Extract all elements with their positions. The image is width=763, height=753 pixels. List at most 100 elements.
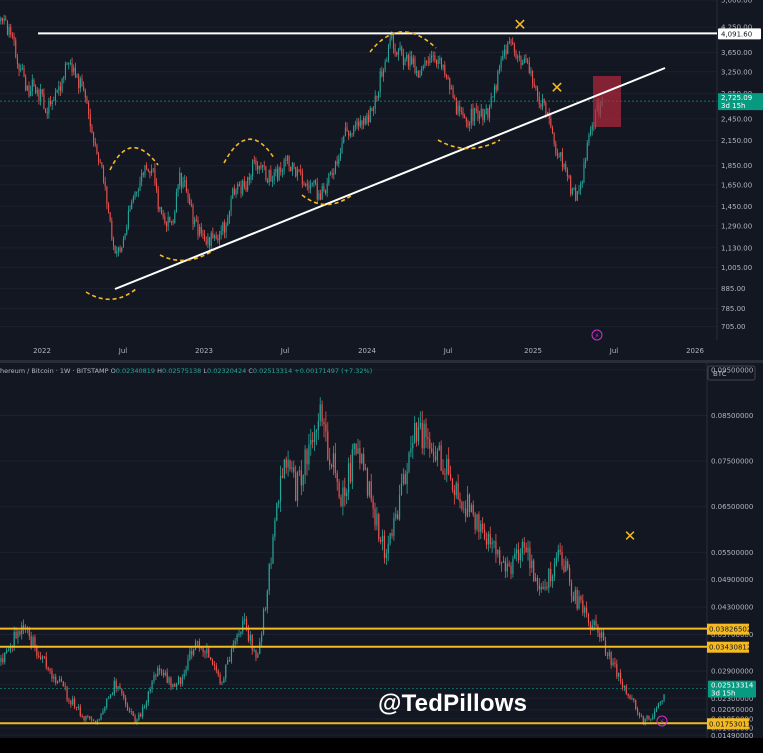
candle-body	[482, 523, 484, 530]
candle-body	[77, 706, 80, 708]
candle-body	[230, 198, 232, 212]
level-label-2: 0.01753011	[709, 720, 751, 728]
candle-body	[652, 716, 654, 719]
candle-body	[504, 561, 506, 572]
candle-body	[244, 619, 246, 621]
candle-body	[389, 533, 391, 544]
candle-body	[9, 646, 11, 651]
candle-body	[185, 669, 187, 674]
candle-body	[249, 635, 251, 641]
candle-body	[43, 656, 46, 658]
candle-body	[472, 504, 474, 515]
candle-body	[341, 142, 343, 154]
candle-body	[488, 106, 491, 118]
candle-body	[68, 63, 70, 65]
candle-body	[225, 225, 227, 233]
candle-body	[561, 152, 563, 167]
candle-body	[62, 681, 64, 687]
candle-body	[278, 501, 280, 504]
candle-body	[412, 58, 414, 64]
candle-body	[570, 582, 573, 597]
candle-body	[394, 48, 396, 53]
candle-body	[513, 44, 515, 52]
candle-body	[478, 514, 480, 532]
candle-body	[125, 697, 127, 705]
legend-part: 0.02320424	[207, 367, 248, 375]
candle-body	[459, 105, 461, 112]
candle-body	[590, 129, 592, 135]
candle-body	[83, 716, 85, 721]
candle-body	[543, 98, 545, 103]
candle-body	[179, 172, 181, 186]
candle-body	[507, 43, 509, 55]
candle-body	[86, 97, 88, 103]
candle-body	[169, 216, 171, 223]
candle-body	[627, 693, 629, 696]
candle-body	[98, 719, 100, 721]
pattern-arc-6	[437, 139, 501, 150]
candle-body	[234, 640, 236, 644]
candle-body	[222, 222, 224, 231]
candle-body	[146, 165, 148, 169]
last-price-countdown: 3d 15h	[721, 102, 745, 110]
candle-body	[484, 114, 486, 121]
candle-body	[55, 676, 57, 683]
candle-body	[142, 707, 144, 717]
legend-part: 0.02340819	[116, 367, 157, 375]
candle-body	[190, 204, 192, 206]
candle-body	[45, 656, 47, 668]
candle-body	[311, 183, 313, 185]
candle-body	[363, 454, 365, 470]
y-tick-label: 3,250.00	[721, 68, 752, 76]
candle-body	[107, 203, 110, 213]
candle-body	[194, 641, 197, 650]
candle-body	[164, 216, 166, 223]
candle-body	[144, 165, 146, 175]
candle-body	[30, 90, 32, 96]
candle-body	[487, 533, 489, 545]
candle-body	[140, 714, 142, 717]
last-price-label: 0.02513314	[711, 682, 754, 690]
candle-body	[38, 89, 40, 101]
candle-body	[359, 120, 361, 127]
candle-body	[308, 185, 310, 189]
legend-part: 0.02513314	[253, 367, 294, 375]
candle-body	[353, 126, 355, 134]
y-tick-label: 0.09500000	[711, 366, 753, 374]
candle-body	[348, 131, 350, 136]
candle-body	[218, 234, 221, 241]
candle-body	[472, 108, 474, 122]
candle-body	[580, 596, 582, 601]
candle-body	[91, 126, 93, 133]
candle-body	[505, 49, 507, 55]
candle-body	[440, 58, 443, 68]
candle-body	[384, 61, 386, 71]
y-tick-label: 0.02300000	[711, 695, 753, 703]
candle-body	[351, 133, 353, 135]
candle-body	[208, 648, 210, 658]
candle-body	[415, 422, 418, 442]
candle-body	[439, 58, 441, 60]
candle-body	[557, 549, 559, 559]
x-tick-label: 2025	[524, 347, 542, 355]
candle-body	[574, 589, 576, 601]
y-tick-label: 0.04300000	[711, 604, 753, 612]
candle-body	[454, 98, 456, 99]
candle-body	[2, 658, 4, 663]
candle-body	[179, 677, 182, 684]
candle-body	[126, 704, 129, 711]
candle-body	[28, 85, 30, 96]
candle-body	[381, 535, 384, 542]
candle-body	[87, 715, 89, 717]
candle-body	[499, 549, 501, 564]
candle-body	[578, 596, 580, 609]
lightning-glyph: ⚡	[595, 332, 600, 340]
candle-body	[85, 715, 87, 721]
candle-body	[264, 609, 267, 611]
candle-body	[53, 99, 55, 101]
candle-body	[168, 677, 170, 683]
candle-body	[157, 189, 159, 210]
candle-body	[563, 164, 565, 167]
candle-body	[213, 664, 216, 666]
candle-body	[298, 470, 301, 472]
